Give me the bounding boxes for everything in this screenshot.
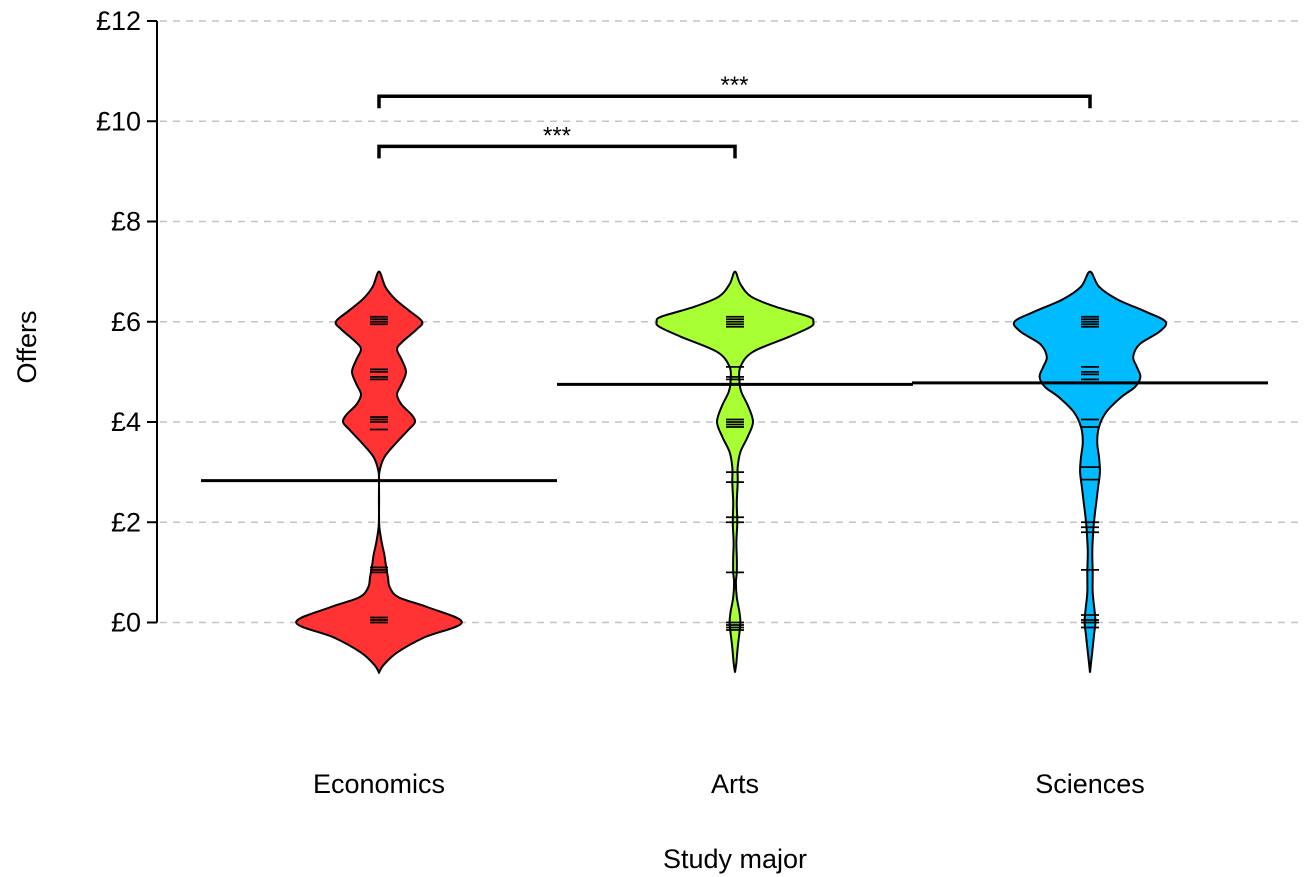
significance-label: *** [720,72,748,99]
x-axis-title: Study major [663,844,807,874]
significance-label: *** [543,122,571,149]
y-tick-label: £2 [111,507,141,537]
violin-sciences [1012,270,1168,673]
x-tick-label: Sciences [1035,769,1145,799]
bracket-line [377,94,1092,109]
violin-shape [295,270,463,675]
significance-brackets: *** *** [377,72,1092,159]
y-tick-label: £0 [111,608,141,638]
y-axis-title: Offers [12,310,42,383]
violin-arts [655,270,815,673]
y-tick-label: £10 [96,106,141,136]
violin-economics [295,270,463,675]
significance-bracket: *** [377,122,737,159]
violin-shape [1012,270,1168,673]
y-tick-label: £12 [96,6,141,36]
y-axis: £0 £2 £4 £6 £8 £10 £12 [96,6,158,638]
y-tick-label: £8 [111,207,141,237]
x-tick-label: Arts [711,769,759,799]
y-tick-label: £6 [111,307,141,337]
significance-bracket: *** [377,72,1092,109]
x-tick-label: Economics [313,769,445,799]
violins [201,270,1268,675]
y-tick-label: £4 [111,407,141,437]
bracket-line [377,144,737,159]
x-axis: Economics Arts Sciences [313,769,1145,799]
